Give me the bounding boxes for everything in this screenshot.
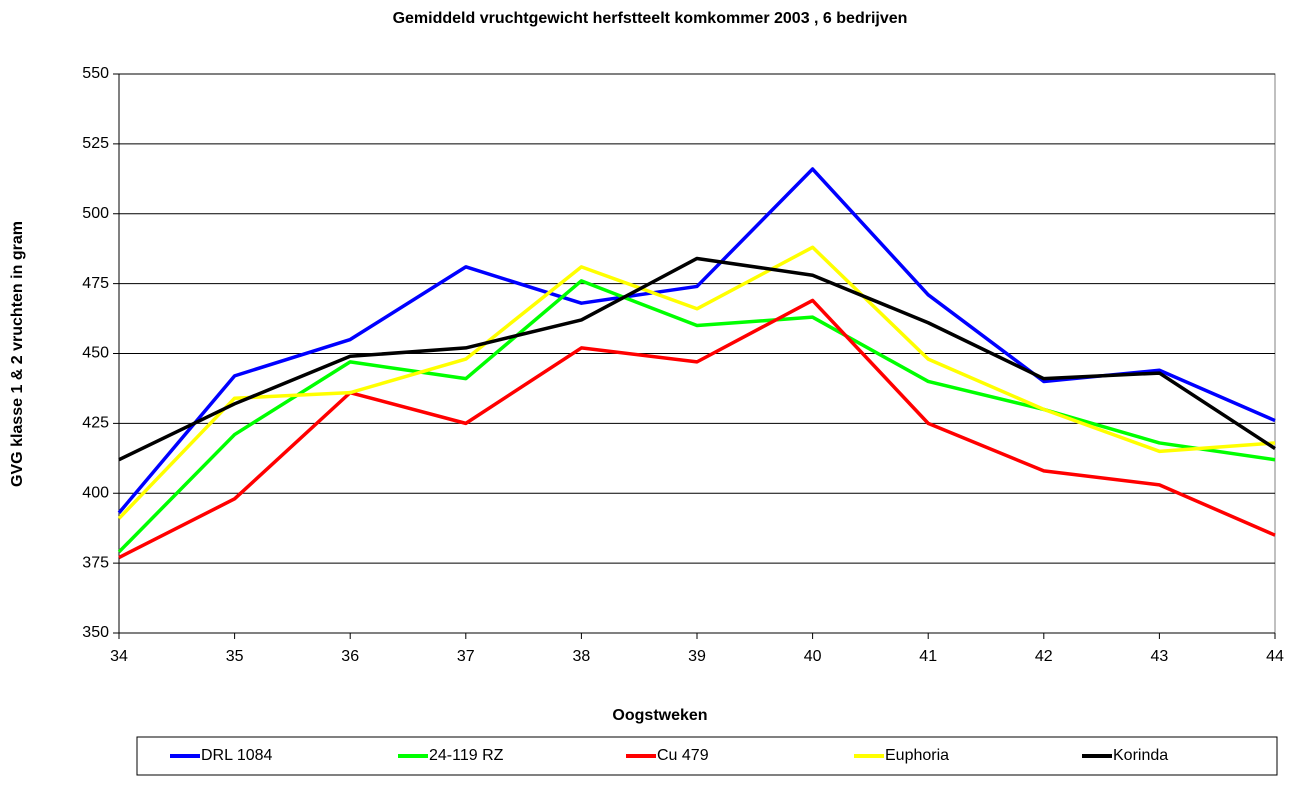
x-tick-label: 40 — [804, 648, 822, 665]
x-axis-label: Oogstweken — [612, 707, 707, 724]
legend-label: Korinda — [1113, 747, 1168, 764]
y-tick-label: 550 — [82, 65, 109, 82]
x-tick-label: 36 — [341, 648, 359, 665]
series-line — [117, 279, 1276, 554]
y-tick-label: 475 — [82, 275, 109, 292]
series-line — [117, 245, 1276, 520]
x-tick-label: 35 — [226, 648, 244, 665]
y-tick-label: 400 — [82, 484, 109, 501]
y-tick-label: 425 — [82, 415, 109, 432]
y-axis-label: GVG klasse 1 & 2 vruchten in gram — [9, 221, 26, 487]
y-tick-label: 375 — [82, 554, 109, 571]
x-tick-label: 43 — [1151, 648, 1169, 665]
x-tick-label: 39 — [688, 648, 706, 665]
x-tick-label: 34 — [110, 648, 128, 665]
x-tick-label: 44 — [1266, 648, 1284, 665]
x-tick-label: 38 — [573, 648, 591, 665]
y-tick-label: 500 — [82, 205, 109, 222]
x-tick-label: 41 — [919, 648, 937, 665]
legend-label: DRL 1084 — [201, 747, 273, 764]
series-line — [118, 256, 1276, 462]
y-tick-label: 450 — [82, 345, 109, 362]
series-line — [118, 298, 1276, 560]
legend-label: Euphoria — [885, 747, 949, 764]
y-tick-label: 350 — [82, 624, 109, 641]
chart-title: Gemiddeld vruchtgewicht herfstteelt komk… — [393, 10, 908, 27]
legend-label: Cu 479 — [657, 747, 709, 764]
y-tick-label: 525 — [82, 135, 109, 152]
x-tick-label: 42 — [1035, 648, 1053, 665]
x-tick-label: 37 — [457, 648, 475, 665]
legend-label: 24-119 RZ — [429, 747, 504, 764]
